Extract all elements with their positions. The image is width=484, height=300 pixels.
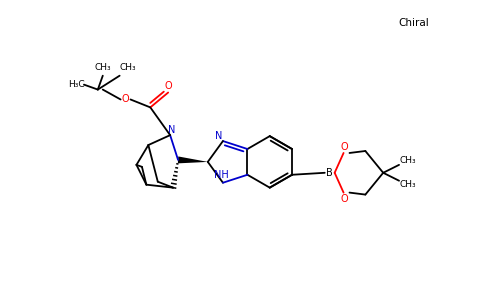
Text: O: O — [165, 81, 172, 91]
Text: Chiral: Chiral — [398, 18, 429, 28]
Text: O: O — [341, 194, 348, 203]
Text: CH₃: CH₃ — [400, 180, 416, 189]
Text: CH₃: CH₃ — [94, 63, 111, 72]
Text: N: N — [168, 125, 176, 135]
Text: O: O — [122, 94, 129, 104]
Text: B: B — [326, 168, 333, 178]
Text: H₃C: H₃C — [68, 80, 84, 89]
Text: NH: NH — [213, 170, 228, 180]
Text: O: O — [341, 142, 348, 152]
Text: CH₃: CH₃ — [119, 63, 136, 72]
Text: N: N — [215, 131, 223, 141]
Polygon shape — [178, 156, 208, 164]
Text: CH₃: CH₃ — [400, 156, 416, 165]
